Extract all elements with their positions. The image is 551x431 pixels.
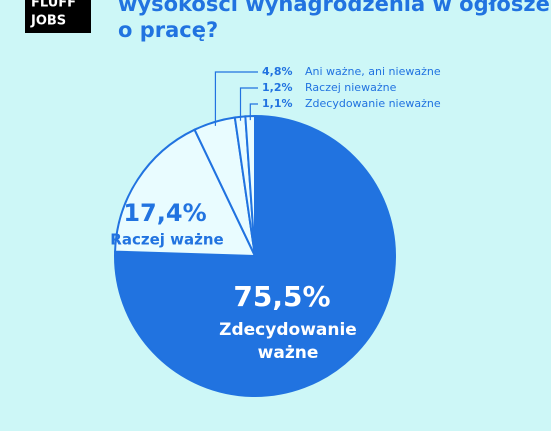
- category-label: Raczej ważne: [110, 231, 223, 249]
- chart-title: o pracę?: [118, 18, 218, 42]
- value-label: 17,4%: [123, 199, 206, 227]
- logo-text: FLUFF: [31, 0, 76, 11]
- logo-box: [25, 0, 91, 33]
- value-label: 1,1%: [262, 97, 293, 110]
- category-label: Ani ważne, ani nieważne: [305, 65, 441, 78]
- logo-text: JOBS: [30, 14, 66, 29]
- category-label: Zdecydowanie ważne: [219, 320, 357, 363]
- value-label: 75,5%: [233, 280, 330, 313]
- category-label: Zdecydowanie nieważne: [305, 97, 441, 110]
- leader-line: [239, 87, 258, 121]
- chart-title: wysokości wynagrodzenia w ogłoszeniu: [118, 0, 551, 16]
- pie-slice: [114, 128, 257, 258]
- category-label: Raczej nieważne: [305, 81, 397, 94]
- leader-line: [249, 103, 258, 121]
- value-label: 1,2%: [262, 81, 293, 94]
- value-label: 4,8%: [262, 65, 293, 78]
- leader-line: [214, 71, 258, 126]
